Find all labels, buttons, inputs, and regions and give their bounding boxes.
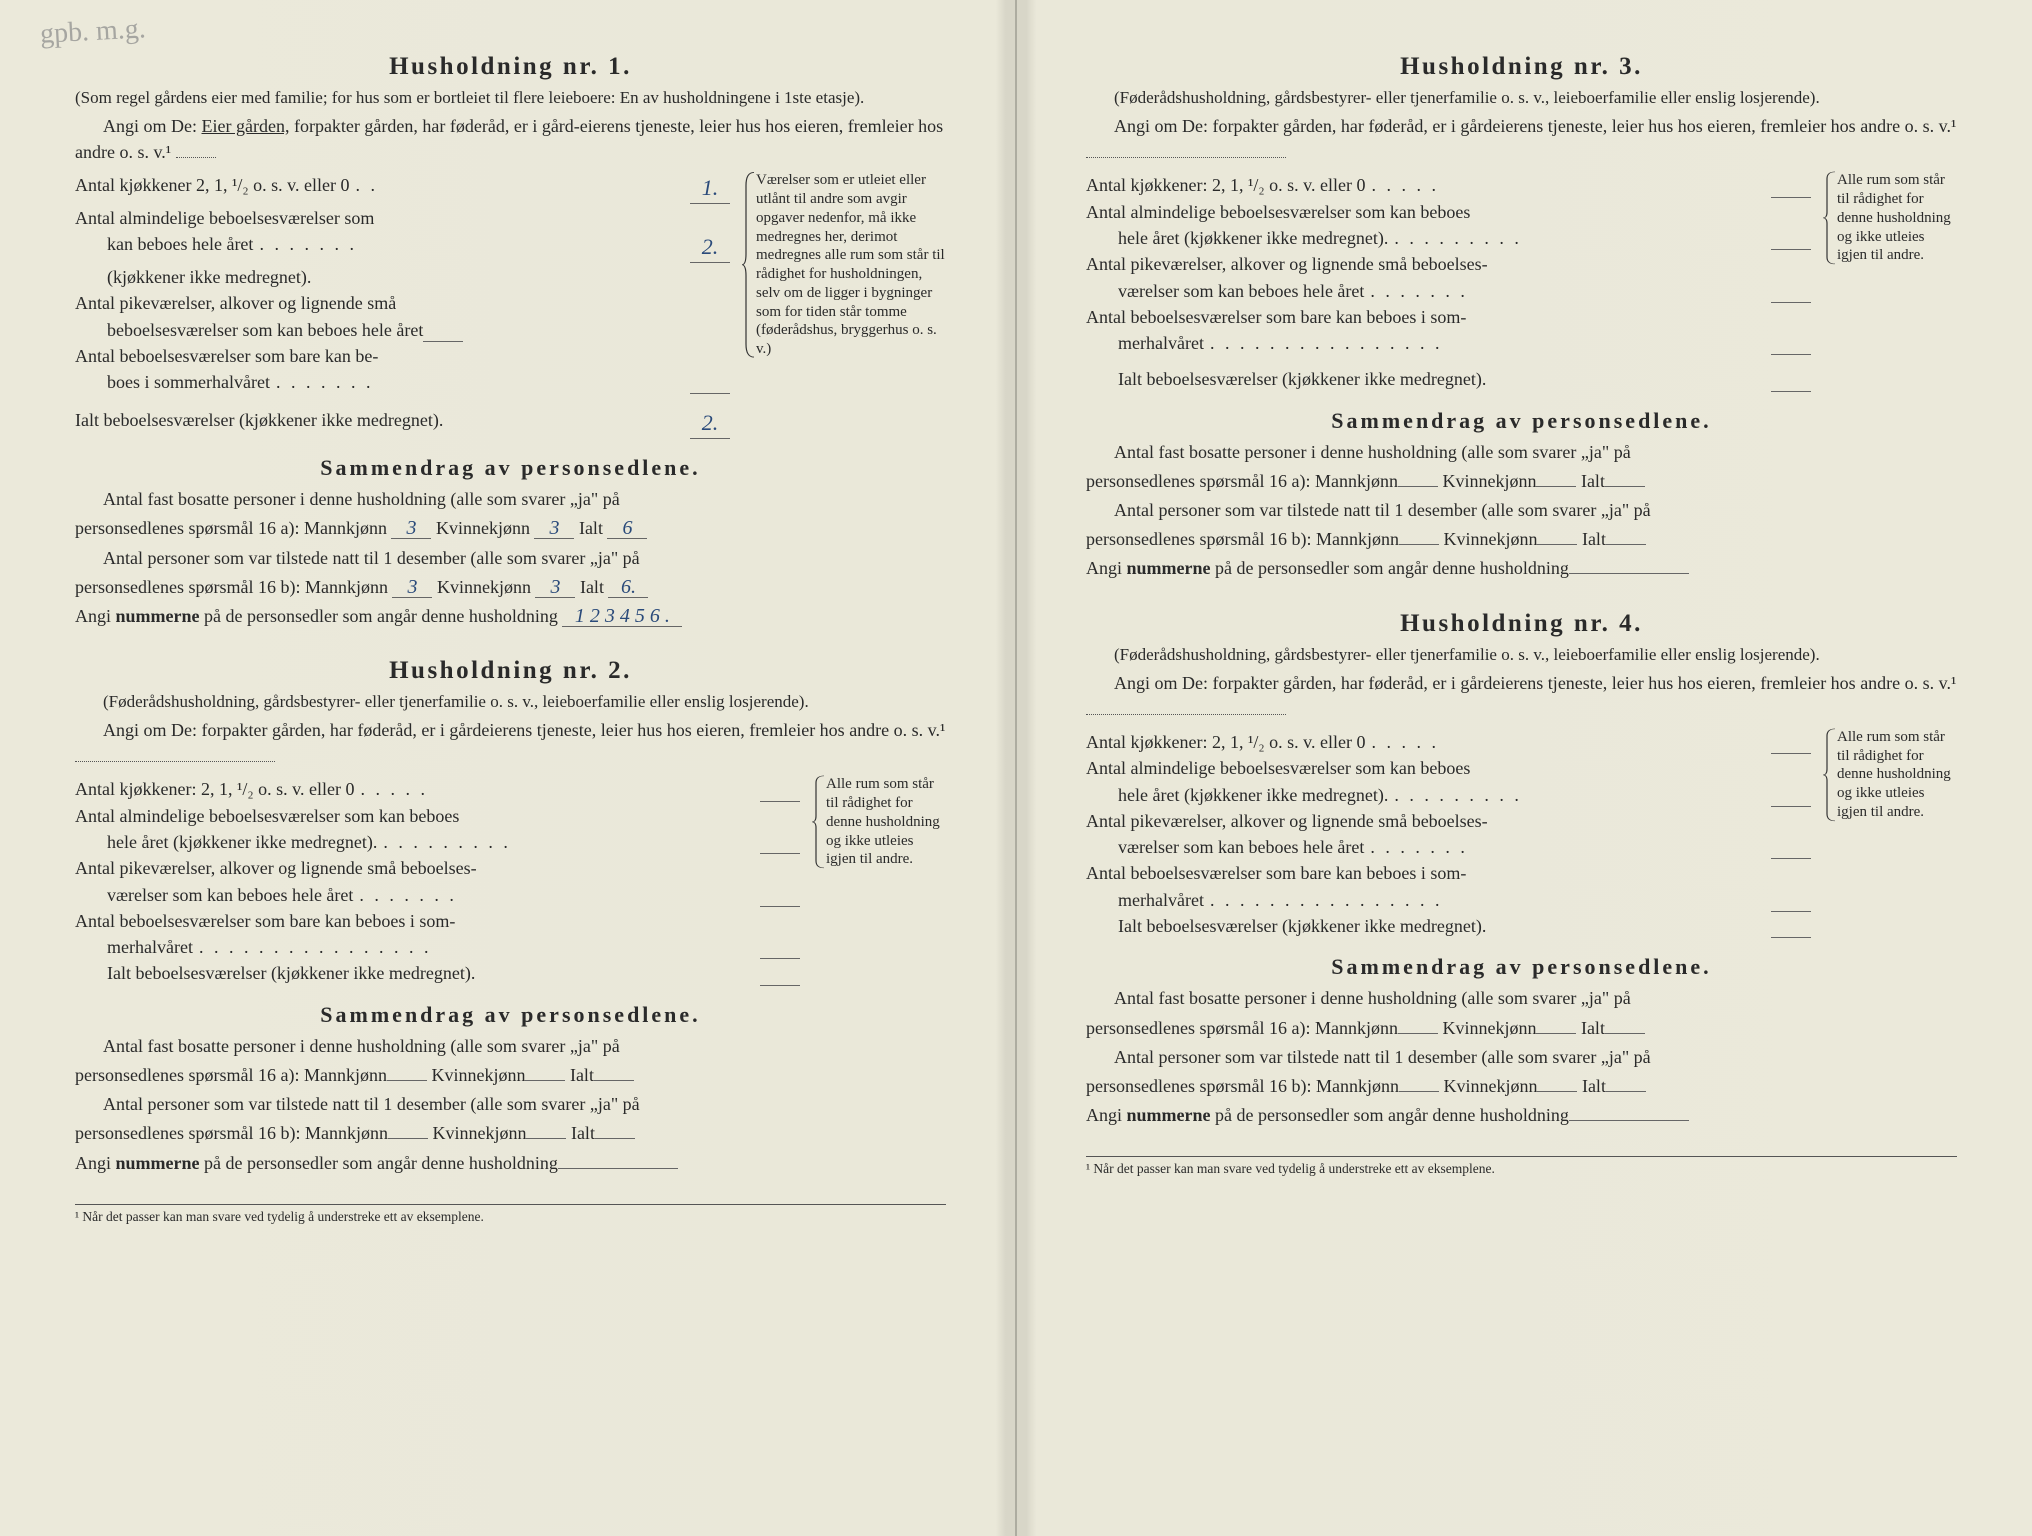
- hh1-alm1: Antal almindelige beboelsesværelser som: [75, 206, 730, 230]
- hh3-angi: Angi om De: forpakter gården, har føderå…: [1086, 114, 1957, 165]
- right-footnote: ¹ Når det passer kan man svare ved tydel…: [1086, 1156, 1957, 1177]
- hh4-sidebar: Alle rum som står til rådighet for denne…: [1823, 728, 1957, 822]
- hh1-16b-m: 3: [392, 577, 432, 598]
- hh1-16a-i: 6: [607, 518, 647, 539]
- hh3-rooms-block: Antal kjøkkener: 2, 1, ¹/₂ o. s. v. elle…: [1086, 171, 1957, 393]
- hh1-p16a-2: personsedlenes spørsmål 16 a): Mannkjønn…: [75, 516, 946, 541]
- hh3-intro: (Føderådshusholdning, gårdsbestyrer- ell…: [1086, 87, 1957, 110]
- hh1-sidebar: Værelser som er utleiet eller utlånt til…: [742, 171, 946, 359]
- hh1-pike-val: [423, 318, 463, 342]
- hh1-kjokkener: Antal kjøkkener 2, 1, ¹/₂ o. s. v. eller…: [75, 173, 730, 204]
- hh1-p16b-1: Antal personer som var tilstede natt til…: [75, 546, 946, 571]
- hh1-pike2: beboelsesværelser som kan beboes hele år…: [75, 318, 730, 342]
- hh2-intro: (Føderådshusholdning, gårdsbestyrer- ell…: [75, 691, 946, 714]
- document-spread: gpb. m.g. Husholdning nr. 1. (Som regel …: [0, 0, 2032, 1536]
- hh1-sommer1: Antal beboelsesværelser som bare kan be-: [75, 344, 730, 368]
- hh2-sidebar: Alle rum som står til rådighet for denne…: [812, 775, 946, 869]
- household-4: Husholdning nr. 4. (Føderådshusholdning,…: [1086, 610, 1957, 1129]
- hh1-intro: (Som regel gårdens eier med familie; for…: [75, 87, 946, 110]
- brace-icon: [1823, 171, 1837, 265]
- hh2-angi: Angi om De: forpakter gården, har føderå…: [75, 718, 946, 769]
- hh1-16b-k: 3: [535, 577, 575, 598]
- hh1-alm-note: (kjøkkener ikke medregnet).: [75, 265, 730, 289]
- hh1-ialt-val: 2.: [690, 408, 730, 439]
- hh4-angi: Angi om De: forpakter gården, har føderå…: [1086, 671, 1957, 722]
- hh1-nummer: Angi nummerne på de personsedler som ang…: [75, 604, 946, 629]
- pencil-annotation: gpb. m.g.: [39, 15, 146, 48]
- hh1-16b-i: 6.: [608, 577, 648, 598]
- angi-label: Angi om De:: [103, 116, 197, 136]
- right-page: Husholdning nr. 3. (Føderådshusholdning,…: [1016, 0, 2032, 1536]
- hh2-summary-title: Sammendrag av personsedlene.: [75, 1002, 946, 1028]
- hh1-16a-m: 3: [391, 518, 431, 539]
- brace-icon: [742, 171, 756, 359]
- left-footnote: ¹ Når det passer kan man svare ved tydel…: [75, 1204, 946, 1225]
- hh3-summary-title: Sammendrag av personsedlene.: [1086, 408, 1957, 434]
- household-1: Husholdning nr. 1. (Som regel gårdens ei…: [75, 53, 946, 629]
- hh4-rooms-block: Antal kjøkkener: 2, 1, ¹/₂ o. s. v. elle…: [1086, 728, 1957, 940]
- hh1-rooms-block: Antal kjøkkener 2, 1, ¹/₂ o. s. v. eller…: [75, 171, 946, 441]
- hh1-sommer-val: [690, 370, 730, 394]
- hh1-pike1: Antal pikeværelser, alkover og lignende …: [75, 291, 730, 315]
- angi-underlined: Eier gården,: [202, 116, 290, 136]
- household-2: Husholdning nr. 2. (Føderådshusholdning,…: [75, 657, 946, 1176]
- household-3: Husholdning nr. 3. (Føderådshusholdning,…: [1086, 53, 1957, 582]
- hh1-title: Husholdning nr. 1.: [75, 53, 946, 81]
- hh1-nummer-val: 1 2 3 4 5 6 .: [562, 606, 682, 627]
- hh2-title: Husholdning nr. 2.: [75, 657, 946, 685]
- hh3-title: Husholdning nr. 3.: [1086, 53, 1957, 81]
- left-page: gpb. m.g. Husholdning nr. 1. (Som regel …: [0, 0, 1016, 1536]
- hh4-summary-title: Sammendrag av personsedlene.: [1086, 954, 1957, 980]
- hh1-ialt: Ialt beboelsesværelser (kjøkkener ikke m…: [75, 408, 730, 439]
- hh4-intro: (Føderådshusholdning, gårdsbestyrer- ell…: [1086, 644, 1957, 667]
- hh1-alm-val: 2.: [690, 232, 730, 263]
- hh1-angi: Angi om De: Eier gården, forpakter gårde…: [75, 114, 946, 165]
- hh1-sommer2: boes i sommerhalvåret . . . . . . .: [75, 370, 730, 394]
- brace-icon: [812, 775, 826, 869]
- hh3-sidebar: Alle rum som står til rådighet for denne…: [1823, 171, 1957, 265]
- hh1-16a-k: 3: [534, 518, 574, 539]
- hh1-summary-title: Sammendrag av personsedlene.: [75, 455, 946, 481]
- hh1-p16a-1: Antal fast bosatte personer i denne hush…: [75, 487, 946, 512]
- hh1-kjokkener-val: 1.: [690, 173, 730, 204]
- hh4-title: Husholdning nr. 4.: [1086, 610, 1957, 638]
- hh2-rooms-block: Antal kjøkkener: 2, 1, ¹/₂ o. s. v. elle…: [75, 775, 946, 987]
- hh1-alm2: kan beboes hele året . . . . . . . 2.: [75, 232, 730, 263]
- brace-icon: [1823, 728, 1837, 822]
- hh1-p16b-2: personsedlenes spørsmål 16 b): Mannkjønn…: [75, 575, 946, 600]
